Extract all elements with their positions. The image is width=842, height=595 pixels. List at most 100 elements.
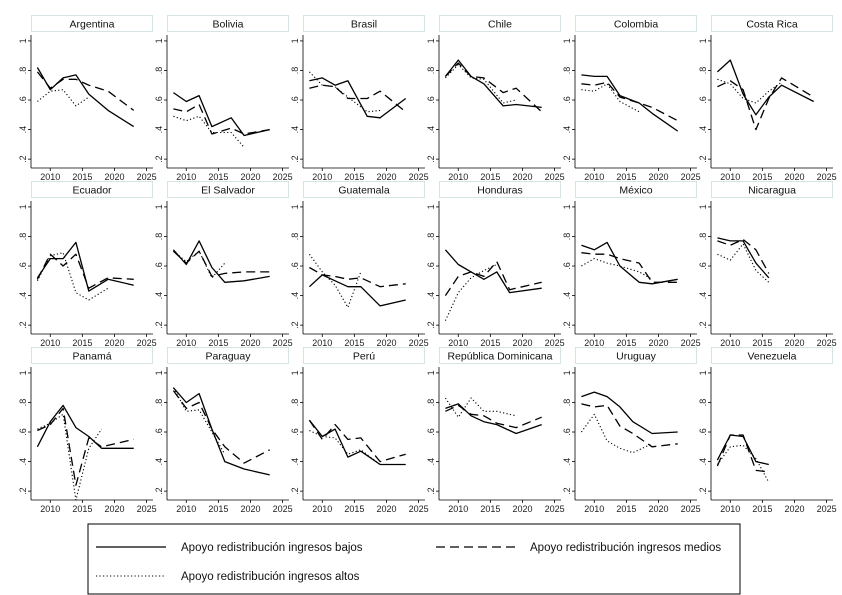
y-tick-label: 1 bbox=[562, 370, 572, 375]
y-tick-label: .6 bbox=[426, 262, 436, 270]
y-tick-label: .8 bbox=[698, 399, 708, 407]
y-tick-label: .6 bbox=[154, 96, 164, 104]
panel-title-box bbox=[167, 181, 289, 198]
y-tick-label: .6 bbox=[426, 428, 436, 436]
x-tick-label: 2010 bbox=[584, 172, 604, 182]
y-tick-label: .4 bbox=[18, 292, 28, 300]
y-tick-label: .2 bbox=[154, 487, 164, 495]
panel-title-box bbox=[439, 347, 561, 364]
x-tick-label: 2015 bbox=[480, 504, 500, 514]
panel-title-box bbox=[439, 15, 561, 32]
panel-title-box bbox=[711, 181, 833, 198]
x-tick-label: 2020 bbox=[648, 504, 668, 514]
panel-nicaragua: Nicaragua .2 .4 .6 .8 1 2010 2015 2020 2025 bbox=[698, 181, 837, 348]
panel-colombia: Colombia .2 .4 .6 .8 1 2010 2015 2020 2025 bbox=[562, 15, 701, 182]
panel-title: Perú bbox=[353, 351, 375, 363]
x-tick-label: 2010 bbox=[176, 504, 196, 514]
y-tick-label: .8 bbox=[154, 233, 164, 241]
y-tick-label: .8 bbox=[698, 233, 708, 241]
panel-title-box bbox=[303, 181, 425, 198]
x-tick-label: 2010 bbox=[720, 338, 740, 348]
series-line-high bbox=[581, 83, 640, 113]
legend-label-low: Apoyo redistribución ingresos bajos bbox=[181, 542, 363, 554]
x-tick-label: 2025 bbox=[681, 504, 701, 514]
y-tick-label: .2 bbox=[18, 487, 28, 495]
x-tick-label: 2015 bbox=[344, 504, 364, 514]
legend-box bbox=[87, 523, 741, 595]
series-line-mid bbox=[37, 407, 134, 486]
panel-venezuela: Venezuela .2 .4 .6 .8 1 2010 2015 2020 2025 bbox=[698, 347, 837, 514]
x-tick-label: 2020 bbox=[240, 338, 260, 348]
y-tick-label: .2 bbox=[426, 155, 436, 163]
y-tick-label: .2 bbox=[290, 321, 300, 329]
y-tick-label: .8 bbox=[426, 233, 436, 241]
y-tick-label: 1 bbox=[426, 370, 436, 375]
panel-chile: Chile .2 .4 .6 .8 1 2010 2015 2020 2025 bbox=[426, 15, 565, 182]
x-tick-label: 2010 bbox=[40, 172, 60, 182]
series-line-mid bbox=[716, 434, 769, 473]
x-tick-label: 2025 bbox=[409, 172, 429, 182]
series-line-low bbox=[716, 434, 769, 466]
panels-group: Argentina .2 .4 .6 .8 1 2010 2015 2020 2025 Bolivi… bbox=[18, 15, 837, 514]
x-tick-label: 2020 bbox=[240, 172, 260, 182]
series-line-low bbox=[581, 391, 678, 435]
panel-title: Colombia bbox=[614, 19, 659, 31]
y-tick-label: .6 bbox=[154, 262, 164, 270]
series-line-low bbox=[36, 67, 135, 128]
panel-title-box bbox=[31, 347, 153, 364]
y-tick-label: .2 bbox=[562, 487, 572, 495]
series-line-low bbox=[36, 241, 134, 292]
y-tick-label: .6 bbox=[698, 96, 708, 104]
panel-guatemala: Guatemala .2 .4 .6 .8 1 2010 2015 2020 2025 bbox=[290, 181, 429, 348]
y-tick-label: .6 bbox=[562, 428, 572, 436]
x-tick-label: 2010 bbox=[312, 504, 332, 514]
panel-title-box bbox=[303, 15, 425, 32]
panel-argentina: Argentina .2 .4 .6 .8 1 2010 2015 2020 2025 bbox=[18, 15, 157, 182]
series-line-high bbox=[444, 264, 498, 321]
panel-title: El Salvador bbox=[201, 185, 255, 197]
series-line-low bbox=[309, 77, 407, 119]
y-tick-label: 1 bbox=[18, 370, 28, 375]
panel-panama: Panamá .2 .4 .6 .8 1 2010 2015 2020 2025 bbox=[18, 347, 157, 514]
legend-label-high: Apoyo redistribución ingresos altos bbox=[181, 571, 360, 583]
x-tick-label: 2015 bbox=[616, 338, 636, 348]
series-line-mid bbox=[172, 390, 270, 464]
y-tick-label: .4 bbox=[18, 458, 28, 466]
panel-title: Argentina bbox=[70, 19, 115, 31]
series-line-high bbox=[581, 258, 653, 280]
x-tick-label: 2025 bbox=[137, 338, 157, 348]
series-line-mid bbox=[444, 62, 543, 113]
y-tick-label: .6 bbox=[426, 96, 436, 104]
series-line-low bbox=[581, 241, 678, 285]
y-tick-label: .8 bbox=[18, 67, 28, 75]
panel-honduras: Honduras .2 .4 .6 .8 1 2010 2015 2020 2025 bbox=[426, 181, 565, 348]
x-tick-label: 2010 bbox=[584, 504, 604, 514]
panel-title: Bolivia bbox=[213, 19, 244, 31]
y-tick-label: .4 bbox=[154, 458, 164, 466]
y-tick-label: 1 bbox=[18, 204, 28, 209]
panel-title-box bbox=[711, 15, 833, 32]
panel-title-box bbox=[711, 347, 833, 364]
x-tick-label: 2010 bbox=[40, 338, 60, 348]
y-tick-label: .8 bbox=[426, 67, 436, 75]
panel-title-box bbox=[575, 181, 697, 198]
y-tick-label: .6 bbox=[18, 96, 28, 104]
panel-mexico: México .2 .4 .6 .8 1 2010 2015 2020 2025 bbox=[562, 181, 701, 348]
panel-title: Honduras bbox=[477, 185, 523, 197]
y-tick-label: 1 bbox=[698, 204, 708, 209]
x-tick-label: 2025 bbox=[273, 172, 293, 182]
y-tick-label: .8 bbox=[290, 233, 300, 241]
x-tick-label: 2020 bbox=[376, 504, 396, 514]
panel-title: México bbox=[619, 185, 652, 197]
panel-title: Panamá bbox=[72, 351, 111, 363]
x-tick-label: 2020 bbox=[648, 172, 668, 182]
panel-el-salvador: El Salvador .2 .4 .6 .8 1 2010 2015 2020 2025 bbox=[154, 181, 293, 348]
x-tick-label: 2015 bbox=[344, 338, 364, 348]
y-tick-label: .4 bbox=[154, 126, 164, 134]
series-line-mid bbox=[309, 266, 406, 288]
x-tick-label: 2015 bbox=[752, 504, 772, 514]
series-line-high bbox=[172, 387, 226, 455]
y-tick-label: .2 bbox=[18, 155, 28, 163]
panel-title: Paraguay bbox=[206, 351, 252, 363]
y-tick-label: .6 bbox=[698, 428, 708, 436]
